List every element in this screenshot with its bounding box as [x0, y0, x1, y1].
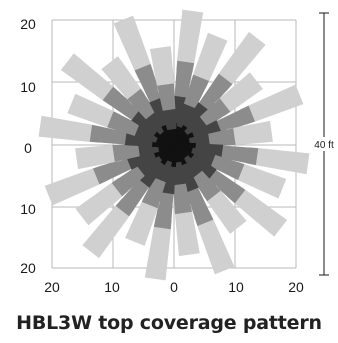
spoke-6-middle-segment: [213, 144, 259, 166]
spoke-19-outer-segment: [67, 93, 121, 130]
spoke-15-middle-segment: [111, 162, 150, 197]
spoke-4-middle-segment: [209, 105, 255, 136]
dimension-label: 40 ft: [314, 140, 334, 151]
spoke-23-outer-segment: [149, 46, 175, 93]
spoke-10-middle-segment: [183, 180, 214, 226]
spoke-11-outer-segment: [174, 204, 200, 257]
y-tick-top: 20: [20, 16, 36, 32]
spoke-23-core-segment: [166, 128, 177, 146]
spoke-10-outer-segment: [194, 210, 235, 275]
y-tick-bottom: 20: [20, 260, 36, 276]
spoke-14-inner-segment: [138, 155, 168, 188]
spoke-18-outer-segment: [38, 115, 102, 143]
spoke-3-outer-segment: [214, 72, 263, 117]
spoke-17-middle-segment: [112, 143, 146, 162]
spoke-9-outer-segment: [202, 185, 247, 234]
spoke-13-inner-segment: [153, 155, 174, 183]
spoke-4-outer-segment: [239, 84, 304, 125]
spoke-7-inner-segment: [185, 146, 216, 168]
coverage-spokes: [38, 9, 310, 281]
spoke-5-middle-segment: [202, 128, 236, 147]
spoke-23-middle-segment: [157, 83, 176, 117]
spoke-15-inner-segment: [136, 150, 166, 177]
spoke-8-middle-segment: [202, 165, 246, 204]
spoke-0-outer-segment: [176, 9, 204, 73]
spoke-18-middle-segment: [89, 124, 135, 146]
x-tick-right: 20: [288, 279, 304, 295]
spoke-19-middle-segment: [107, 111, 146, 138]
spoke-22-outer-segment: [113, 15, 154, 80]
spoke-1-outer-segment: [190, 32, 228, 89]
spoke-12-outer-segment: [144, 217, 172, 281]
y-tick-center: 0: [24, 140, 32, 156]
spoke-2-outer-segment: [213, 31, 266, 92]
spoke-5-outer-segment: [226, 120, 273, 146]
spoke-13-outer-segment: [125, 195, 161, 246]
spoke-13-middle-segment: [141, 171, 168, 209]
spoke-8-inner-segment: [184, 151, 217, 181]
spoke-6-outer-segment: [246, 147, 310, 175]
spoke-23-inner-segment: [162, 108, 177, 134]
spoke-20-inner-segment: [131, 109, 164, 139]
spoke-16-middle-segment: [93, 154, 139, 185]
spoke-2-middle-segment: [194, 73, 233, 117]
spoke-20-outer-segment: [60, 53, 121, 106]
spoke-16-outer-segment: [44, 165, 109, 206]
spoke-3-inner-segment: [181, 116, 208, 141]
spoke-2-inner-segment: [180, 102, 210, 135]
spoke-7-middle-segment: [204, 152, 245, 180]
spoke-9-inner-segment: [178, 152, 203, 179]
y-tick-upper: 10: [20, 79, 36, 95]
spoke-11-middle-segment: [172, 177, 192, 215]
spoke-12-middle-segment: [153, 184, 175, 230]
spoke-8-outer-segment: [227, 184, 288, 237]
spoke-22-middle-segment: [134, 64, 165, 110]
spoke-7-outer-segment: [230, 161, 287, 199]
spoke-0-middle-segment: [173, 60, 195, 106]
spoke-1-inner-segment: [175, 103, 197, 134]
x-tick-center: 0: [170, 279, 178, 295]
x-tick-left: 20: [44, 279, 60, 295]
spoke-1-middle-segment: [181, 74, 209, 115]
diagram-caption: HBL3W top coverage pattern: [16, 312, 322, 334]
spoke-21-inner-segment: [145, 111, 170, 138]
dimension-line: [307, 12, 338, 276]
spoke-14-middle-segment: [115, 173, 154, 217]
x-tick-left-mid: 10: [104, 279, 120, 295]
spoke-21-outer-segment: [101, 56, 146, 105]
spoke-20-middle-segment: [102, 86, 146, 125]
spoke-15-outer-segment: [75, 178, 129, 226]
y-tick-lower: 10: [20, 201, 36, 217]
x-tick-right-mid: 10: [228, 279, 244, 295]
spoke-19-inner-segment: [134, 123, 164, 144]
spoke-17-outer-segment: [75, 144, 122, 170]
spoke-14-outer-segment: [82, 198, 135, 259]
